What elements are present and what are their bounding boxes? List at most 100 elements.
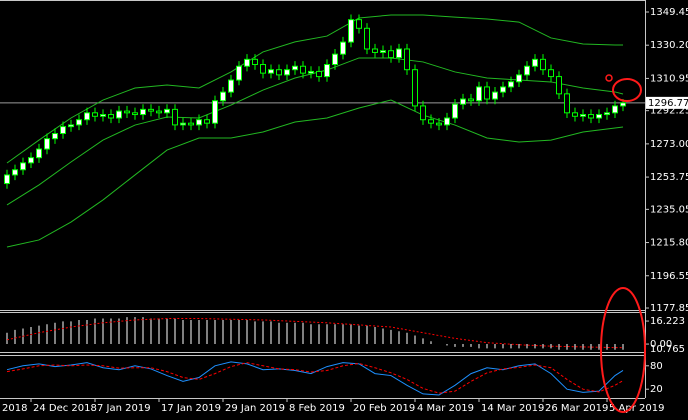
candle-body [316,70,322,78]
candle-body [524,65,530,76]
candle-body [92,112,98,117]
x-tick-label: 24 Dec 2018 [33,403,97,414]
candle-body [84,112,90,121]
candle-body [44,138,50,150]
last-price-box [646,96,688,109]
x-tick-label: 29 Jan 2019 [225,403,285,414]
x-tick-label: 4 Mar 2019 [417,403,474,414]
candle-body [228,79,234,93]
candle-body [236,65,242,81]
candle-body [420,105,426,121]
candle-body [108,114,114,119]
candle-body [548,69,554,78]
annotation-ellipse [600,287,646,413]
candle-body [564,93,570,114]
candle-body [124,110,130,114]
candle-body [556,76,562,95]
candle-body [348,19,354,43]
candle-body [68,124,74,128]
annotation-dot [605,74,613,82]
candle-body [620,102,626,107]
candle-body [116,110,122,119]
candle-body [540,58,546,71]
candle-body [412,69,418,107]
x-tick-label: 5 Apr 2019 [609,403,664,414]
candle-body [188,122,194,126]
candle-body [364,27,370,50]
candle-body [388,50,394,59]
y-tick-label: 1292.25 [650,106,688,117]
candle-body [284,69,290,76]
candle-body [140,108,146,116]
candle-body [324,64,330,78]
candle-body [268,69,274,74]
candle-body [428,119,434,124]
candle-body [60,126,66,135]
candle-body [28,157,34,164]
candle-body [300,65,306,74]
y-tick-label: 1273.00 [650,139,688,150]
candle-body [204,119,210,124]
y-tick-label: 0.00 [650,339,672,350]
candle-body [172,108,178,126]
x-tick-label: 20 Feb 2019 [353,403,415,414]
bollinger-band [6,99,624,248]
candle-body [100,114,106,117]
candle-body [260,64,266,74]
candle-body [212,100,218,124]
candle-body [164,108,170,114]
candle-body [356,19,362,29]
y-tick-label: 1310.95 [650,73,688,84]
candle-body [52,133,58,140]
y-tick-label: 1330.20 [650,40,688,51]
candle-body [4,174,10,185]
candle-body [396,48,402,59]
x-tick-label: 26 Mar 2019 [545,403,608,414]
candle-body [220,91,226,102]
candle-body [468,98,474,102]
x-tick-label: 8 Feb 2019 [289,403,345,414]
candle-body [292,65,298,71]
candle-body [604,112,610,116]
y-tick-label: 1177.85 [650,303,688,314]
signal-line [6,318,623,349]
candle-body [404,48,410,71]
candle-body [148,108,154,112]
y-tick-label: 1196.55 [650,271,688,282]
annotation-circle [612,78,642,102]
candle-body [180,122,186,126]
candle-body [572,112,578,117]
candle-body [340,41,346,55]
y-tick-label: 1253.75 [650,172,688,183]
candle-body [76,119,82,126]
candle-body [132,112,138,116]
candle-body [252,58,258,66]
candle-body [20,162,26,171]
candle-body [476,86,482,102]
candle-body [516,74,522,83]
candle-body [508,81,514,88]
candle-body [532,58,538,67]
candle-body [484,86,490,100]
candle-body [12,169,18,176]
candle-body [156,110,162,114]
y-tick-label: 20 [650,384,663,395]
x-tick-label: 17 Jan 2019 [161,403,221,414]
candle-body [452,103,458,119]
bollinger-band [6,14,623,164]
clipped-date-label: 2018 [2,403,27,414]
y-tick-label: 80 [650,361,663,372]
x-tick-label: 14 Mar 2019 [481,403,544,414]
marks: 1349.45 1330.20 1310.95 1292.25 1273.00 1253.… [0,7,688,414]
y-tick-label: 1349.45 [650,7,688,18]
y-tick-label: 16.223 [650,316,685,327]
candle-body [276,69,282,76]
candle-body [580,114,586,117]
bollinger-band [6,57,624,206]
candle-body [500,86,506,93]
candle-body [588,114,594,119]
indicator-readout: 10.765 [650,344,685,355]
candle-body [332,53,338,66]
